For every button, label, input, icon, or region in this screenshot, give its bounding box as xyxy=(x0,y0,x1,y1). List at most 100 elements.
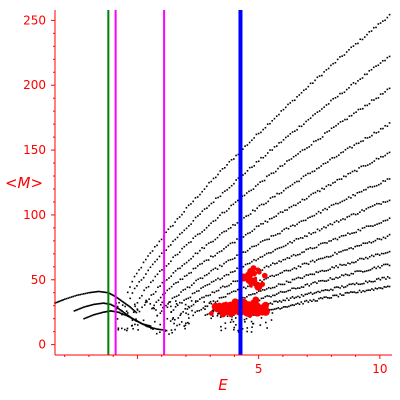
black-point xyxy=(174,318,176,321)
black-point xyxy=(183,325,186,327)
black-point xyxy=(310,193,312,196)
black-point xyxy=(190,203,192,205)
y-axis-title: <M> xyxy=(5,174,43,192)
black-point xyxy=(283,163,286,165)
black-point xyxy=(368,255,371,258)
black-point xyxy=(121,327,123,330)
black-point xyxy=(297,254,299,256)
black-point xyxy=(102,302,105,304)
black-point xyxy=(352,213,355,215)
black-point xyxy=(184,307,187,310)
black-point xyxy=(329,268,331,271)
black-point xyxy=(74,295,76,297)
black-point xyxy=(284,258,287,261)
black-point xyxy=(192,219,195,222)
black-point xyxy=(214,219,217,222)
black-point xyxy=(90,291,93,294)
black-point xyxy=(229,242,232,245)
black-point xyxy=(373,204,376,206)
black-point xyxy=(270,319,273,321)
black-point xyxy=(126,303,128,306)
black-point xyxy=(321,257,324,260)
black-point xyxy=(376,288,379,290)
black-point xyxy=(180,321,183,323)
black-point xyxy=(348,215,351,218)
black-point xyxy=(195,300,197,302)
black-point xyxy=(343,199,346,202)
black-point xyxy=(146,325,148,328)
black-point xyxy=(344,148,347,151)
black-point xyxy=(386,235,389,237)
black-point xyxy=(386,178,389,180)
black-point xyxy=(372,66,375,69)
black-point xyxy=(327,224,329,227)
black-point xyxy=(150,281,152,284)
black-point xyxy=(295,267,298,270)
black-point xyxy=(346,216,349,218)
red-point xyxy=(250,265,257,272)
black-point xyxy=(218,312,221,315)
red-point xyxy=(246,309,251,314)
black-point xyxy=(260,156,262,159)
black-point xyxy=(325,104,328,106)
black-point xyxy=(377,277,380,280)
black-point xyxy=(143,289,145,292)
black-point xyxy=(312,281,314,284)
black-point xyxy=(287,227,290,230)
black-point xyxy=(299,277,302,279)
black-point xyxy=(293,181,296,184)
black-point xyxy=(388,217,391,219)
black-point xyxy=(371,288,373,290)
black-point xyxy=(129,286,131,288)
black-point xyxy=(225,261,227,263)
black-point xyxy=(270,252,272,254)
black-point xyxy=(316,76,319,79)
red-points-layer xyxy=(208,265,270,318)
black-point xyxy=(229,271,232,274)
black-point xyxy=(169,301,172,303)
black-point xyxy=(382,127,384,130)
black-point xyxy=(199,232,201,235)
black-point xyxy=(361,227,364,229)
black-point xyxy=(225,230,228,232)
black-point xyxy=(104,302,107,305)
black-point xyxy=(164,329,166,331)
black-point xyxy=(291,183,294,186)
black-point xyxy=(388,122,391,124)
black-point xyxy=(230,184,233,187)
red-point xyxy=(252,296,260,304)
black-point xyxy=(283,228,286,231)
black-point xyxy=(337,123,340,125)
black-point xyxy=(303,199,306,201)
black-point xyxy=(284,305,287,308)
black-point xyxy=(111,294,114,296)
black-point xyxy=(230,318,233,321)
black-point xyxy=(307,301,310,303)
black-point xyxy=(303,123,305,126)
black-point xyxy=(298,287,301,289)
black-point xyxy=(243,318,246,321)
black-point xyxy=(194,267,197,269)
black-point xyxy=(173,322,175,325)
black-point xyxy=(355,142,358,145)
black-point xyxy=(272,234,275,237)
black-point xyxy=(156,273,159,276)
black-point xyxy=(212,268,215,271)
black-point xyxy=(280,110,283,112)
black-point xyxy=(325,226,327,229)
black-point xyxy=(352,82,355,84)
black-point xyxy=(384,124,386,127)
black-point xyxy=(323,71,325,73)
black-point xyxy=(306,293,308,295)
black-point xyxy=(286,257,289,259)
black-point xyxy=(331,266,333,268)
black-point xyxy=(278,142,280,144)
black-point xyxy=(259,241,262,243)
black-point xyxy=(98,312,101,315)
black-point xyxy=(384,252,387,254)
black-point xyxy=(172,283,175,285)
black-point xyxy=(333,278,335,280)
black-point xyxy=(212,280,215,283)
black-point xyxy=(242,296,244,299)
black-point xyxy=(301,277,304,280)
